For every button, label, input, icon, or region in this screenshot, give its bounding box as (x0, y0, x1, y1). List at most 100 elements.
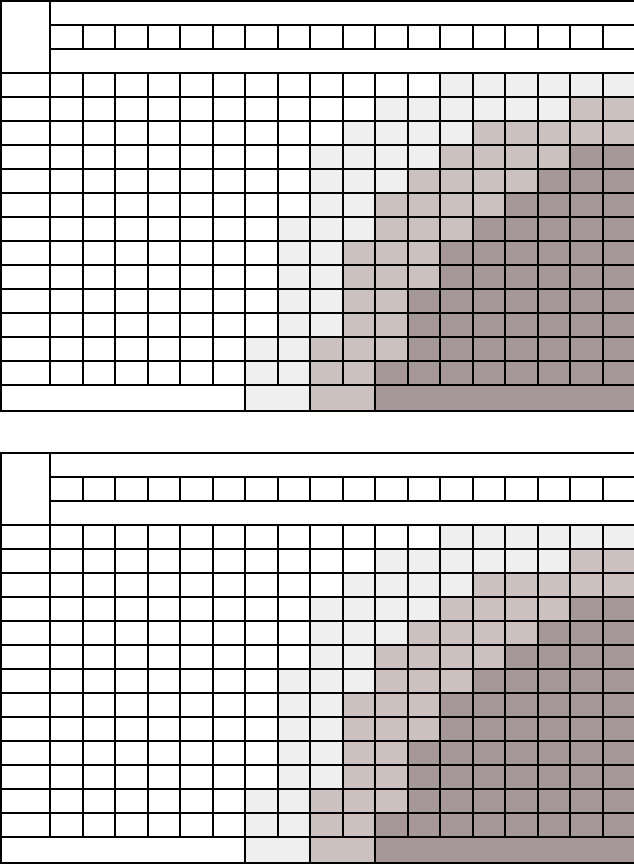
grid-cell (50, 789, 83, 813)
grid-cell (440, 573, 473, 597)
grid-cell (343, 525, 376, 549)
grid-cell (570, 789, 603, 813)
grid-cell (375, 669, 408, 693)
heatmap-row (1, 741, 634, 765)
grid-cell (115, 741, 148, 765)
grid-cell (473, 169, 506, 193)
grid-cell (538, 73, 571, 97)
grid-cell (343, 361, 376, 385)
grid-cell (538, 313, 571, 337)
grid-cell (50, 813, 83, 837)
grid-cell (180, 765, 213, 789)
grid-cell (408, 669, 441, 693)
grid-cell (148, 313, 181, 337)
grid-cell (375, 717, 408, 741)
row-header-cell (1, 217, 50, 241)
grid-cell (505, 121, 538, 145)
grid-cell (603, 73, 634, 97)
heatmap-row (1, 289, 634, 313)
grid-cell (50, 193, 83, 217)
grid-cell (408, 97, 441, 121)
grid-cell (180, 789, 213, 813)
grid-cell (50, 741, 83, 765)
grid-cell (278, 645, 311, 669)
grid-cell (50, 265, 83, 289)
grid-cell (310, 121, 343, 145)
footer-segment (310, 385, 375, 411)
grid-cell (375, 97, 408, 121)
grid-cell (180, 265, 213, 289)
grid-cell (375, 573, 408, 597)
grid-cell (50, 121, 83, 145)
grid-cell (343, 813, 376, 837)
grid-cell (83, 597, 116, 621)
grid-cell (310, 361, 343, 385)
grid-cell (310, 573, 343, 597)
grid-cell (278, 693, 311, 717)
row-header-cell (1, 741, 50, 765)
grid-cell (408, 693, 441, 717)
grid-cell (343, 621, 376, 645)
grid-cell (375, 789, 408, 813)
grid-cell (440, 669, 473, 693)
grid-cell (505, 169, 538, 193)
grid-cell (570, 813, 603, 837)
page (0, 0, 634, 827)
grid-cell (213, 645, 246, 669)
grid-cell (50, 549, 83, 573)
row-header-cell (1, 337, 50, 361)
grid-cell (115, 621, 148, 645)
grid-cell (115, 217, 148, 241)
grid-cell (473, 337, 506, 361)
grid-cell (408, 789, 441, 813)
grid-cell (505, 741, 538, 765)
grid-cell (538, 669, 571, 693)
grid-cell (213, 597, 246, 621)
grid-cell (603, 313, 634, 337)
footer-row (1, 385, 634, 411)
grid-cell (570, 573, 603, 597)
grid-cell (310, 621, 343, 645)
grid-cell (570, 97, 603, 121)
grid-cell (505, 573, 538, 597)
grid-cell (245, 669, 278, 693)
grid-cell (50, 73, 83, 97)
grid-cell (570, 289, 603, 313)
grid-cell (505, 217, 538, 241)
grid-cell (538, 597, 571, 621)
grid-cell (83, 217, 116, 241)
grid-cell (245, 121, 278, 145)
header-subcell (180, 477, 213, 501)
grid-cell (50, 621, 83, 645)
header-subcell (603, 25, 634, 49)
grid-cell (83, 525, 116, 549)
grid-cell (570, 193, 603, 217)
grid-cell (83, 241, 116, 265)
grid-cell (245, 621, 278, 645)
grid-cell (50, 765, 83, 789)
grid-cell (115, 193, 148, 217)
grid-cell (440, 169, 473, 193)
grid-cell (343, 121, 376, 145)
grid-cell (115, 525, 148, 549)
grid-cell (603, 361, 634, 385)
grid-cell (343, 169, 376, 193)
grid-cell (343, 73, 376, 97)
grid-cell (115, 73, 148, 97)
grid-cell (473, 789, 506, 813)
grid-cell (310, 717, 343, 741)
grid-cell (538, 337, 571, 361)
heatmap-row (1, 73, 634, 97)
heatmap-row (1, 121, 634, 145)
grid-cell (148, 73, 181, 97)
grid-cell (440, 621, 473, 645)
grid-cell (180, 621, 213, 645)
grid-cell (473, 741, 506, 765)
grid-cell (50, 241, 83, 265)
grid-cell (213, 313, 246, 337)
grid-cell (408, 765, 441, 789)
grid-cell (180, 313, 213, 337)
grid-cell (148, 193, 181, 217)
grid-cell (50, 597, 83, 621)
row-header-cell (1, 669, 50, 693)
